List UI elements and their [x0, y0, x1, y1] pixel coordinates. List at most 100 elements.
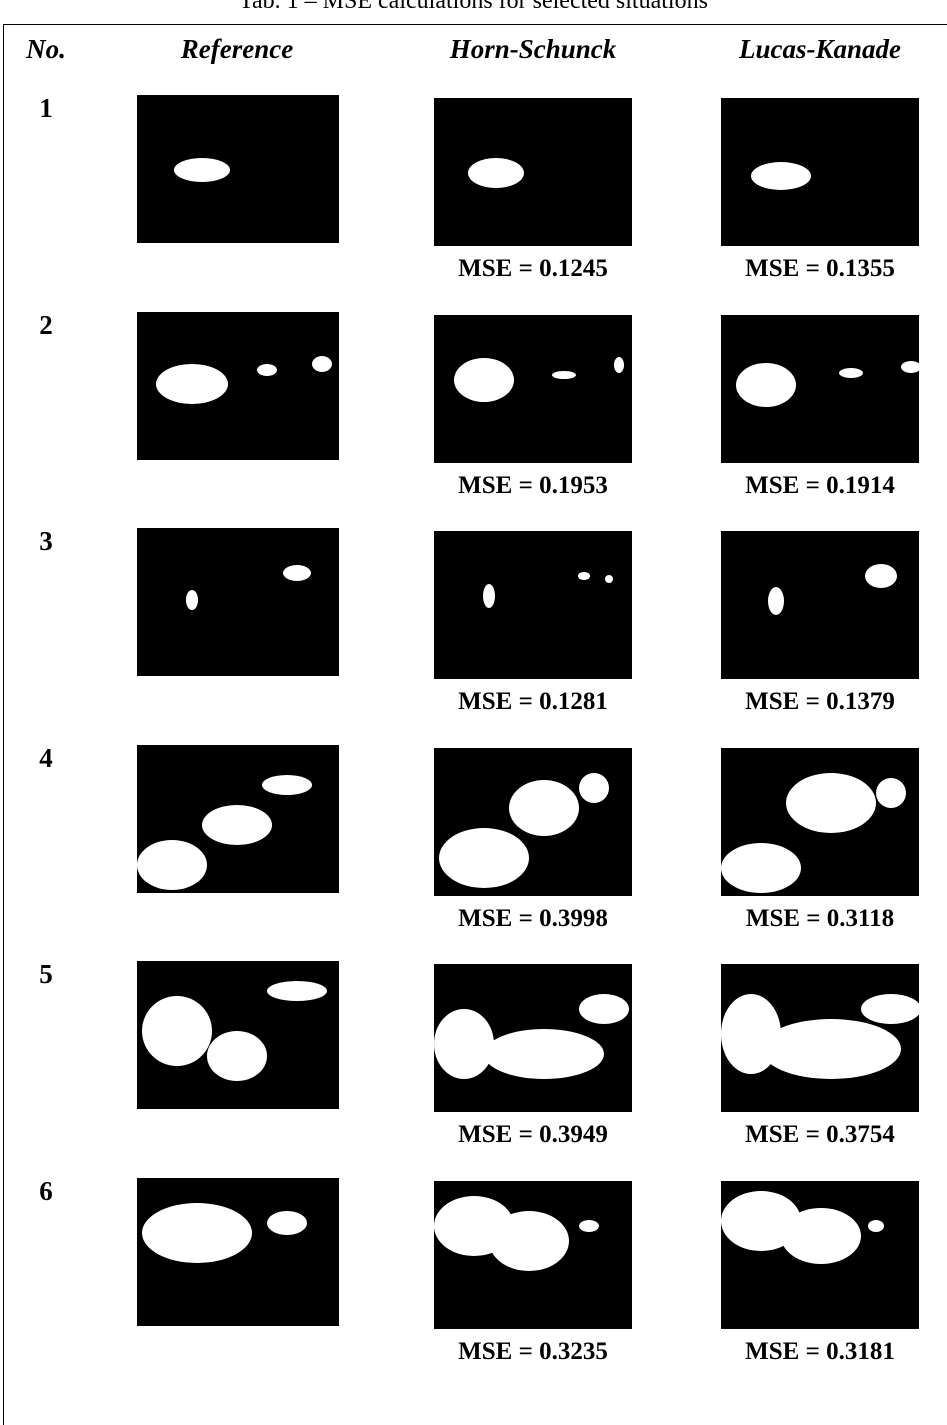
mse-value: MSE = 0.1281 [458, 688, 608, 716]
blob [484, 1029, 604, 1080]
blob [142, 996, 212, 1067]
table-caption: Tab. 1 – MSE calculations for selected s… [239, 0, 708, 14]
mask [454, 356, 624, 402]
row-number: 2 [39, 309, 53, 340]
blob [267, 1211, 307, 1235]
page: Tab. 1 – MSE calculations for selected s… [3, 0, 947, 1425]
blob [861, 994, 919, 1025]
blob [721, 842, 801, 893]
mask [721, 772, 906, 893]
row-number: 4 [39, 742, 53, 773]
blob [579, 1220, 599, 1232]
result-image [137, 961, 339, 1110]
blob [483, 584, 495, 609]
mse-value: MSE = 0.3181 [745, 1338, 895, 1365]
blob [468, 158, 524, 188]
mask [468, 158, 524, 188]
row-number: 3 [39, 526, 53, 557]
mask [434, 1196, 599, 1271]
result-image [434, 1181, 632, 1329]
blob [614, 356, 624, 373]
blob [781, 1208, 861, 1264]
mask [142, 1203, 307, 1263]
row-number: 6 [39, 1176, 53, 1206]
blob [736, 362, 796, 407]
mask [721, 1191, 884, 1264]
result-image [434, 531, 632, 680]
result-image [137, 311, 339, 460]
mse-value: MSE = 0.3235 [458, 1338, 608, 1365]
mask [721, 994, 919, 1080]
result-image [137, 95, 339, 243]
blob [901, 360, 919, 373]
blob [142, 1203, 252, 1263]
blob [439, 827, 529, 888]
blob [768, 587, 784, 616]
result-image [721, 964, 919, 1113]
blob [579, 772, 609, 803]
row-number: 1 [39, 93, 53, 123]
blob [578, 572, 590, 581]
mse-value: MSE = 0.3998 [458, 904, 608, 932]
column-header: Reference [180, 34, 294, 64]
column-header: Horn-Schunck [449, 34, 617, 64]
mse-value: MSE = 0.3949 [458, 1121, 608, 1149]
blob [876, 777, 906, 808]
mse-value: MSE = 0.1953 [458, 471, 608, 499]
blob [839, 367, 863, 378]
row-number: 5 [39, 959, 53, 990]
blob [509, 779, 579, 836]
mask [137, 774, 312, 890]
mask [174, 158, 230, 182]
blob [454, 357, 514, 402]
result-image [721, 531, 919, 680]
blob [137, 839, 207, 890]
result-image [434, 747, 632, 896]
blob [267, 981, 327, 1002]
blob [257, 363, 277, 376]
mask [434, 994, 629, 1080]
result-image [137, 744, 339, 893]
blob [262, 774, 312, 795]
blob [174, 158, 230, 182]
result-image [434, 314, 632, 463]
result-image [434, 964, 632, 1113]
blob [761, 1019, 901, 1080]
result-image [721, 747, 919, 896]
blob [489, 1211, 569, 1271]
blob [552, 370, 576, 379]
mask [483, 572, 613, 609]
blob [283, 565, 311, 582]
mask [186, 565, 311, 611]
column-header: Lucas-Kanade [739, 34, 901, 64]
blob [579, 994, 629, 1025]
blob [786, 772, 876, 833]
mask [142, 981, 327, 1082]
mask [736, 360, 919, 407]
blob [605, 575, 613, 584]
blob [434, 1009, 494, 1080]
blob [202, 804, 272, 845]
mse-value: MSE = 0.1355 [745, 255, 895, 282]
mask [156, 355, 332, 404]
blob [865, 564, 897, 589]
mask [768, 564, 897, 616]
result-image [137, 1178, 339, 1326]
result-image [721, 314, 919, 463]
blob [868, 1220, 884, 1232]
blob [312, 355, 332, 372]
mse-value: MSE = 0.1914 [745, 471, 895, 499]
column-header: No. [26, 34, 66, 64]
blob [207, 1031, 267, 1082]
blob [156, 363, 228, 404]
result-image [721, 98, 919, 246]
blob [751, 162, 811, 190]
blob [186, 590, 198, 611]
mse-value: MSE = 0.1379 [745, 688, 895, 716]
mask [439, 772, 609, 888]
mse-value: MSE = 0.1245 [458, 255, 608, 282]
mse-value: MSE = 0.3118 [745, 904, 895, 932]
result-image [137, 528, 339, 677]
result-image [434, 98, 632, 246]
result-image [721, 1181, 919, 1329]
